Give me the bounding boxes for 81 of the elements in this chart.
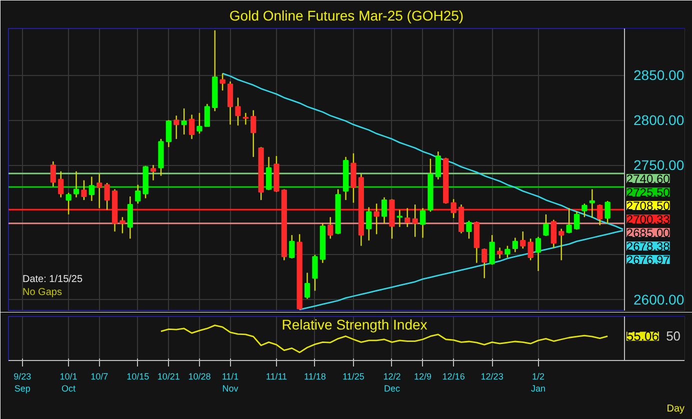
x-tick-label: 12/16 — [442, 372, 465, 382]
x-tick-label: 10/1 Oct — [60, 372, 78, 394]
candlestick — [482, 248, 488, 279]
x-tick-label: 1/2 Jan — [531, 372, 546, 394]
candlestick — [304, 272, 310, 300]
candlestick — [466, 220, 472, 240]
text: 2708.50 — [626, 199, 670, 214]
candlestick — [220, 72, 226, 92]
candlestick — [489, 234, 495, 266]
y-tick-label: 2600.00 — [634, 292, 684, 308]
candlestick — [196, 112, 202, 134]
x-tick-label: 11/25 — [342, 372, 364, 382]
candlestick — [604, 200, 610, 224]
candlestick — [381, 196, 388, 224]
candlestick — [574, 211, 580, 230]
candlestick — [558, 228, 564, 261]
candlestick — [266, 156, 272, 191]
annotation: No Gaps — [22, 286, 62, 298]
candlestick — [250, 110, 256, 158]
ref-line-label: 2700.33 — [626, 212, 670, 227]
candlestick — [88, 176, 94, 202]
x-tick-label: 10/21 — [157, 372, 180, 382]
candlestick — [528, 238, 534, 261]
candlestick — [366, 206, 372, 242]
candlestick — [582, 203, 588, 218]
candlestick — [242, 112, 248, 126]
candlestick — [435, 150, 441, 180]
chart-title: Gold Online Futures Mar-25 (GOH25) — [229, 8, 464, 24]
chart-title: Relative Strength Index — [282, 316, 428, 332]
annotation: Date: 1/15/25 — [22, 274, 83, 286]
candlestick — [420, 208, 426, 238]
candlestick — [120, 216, 126, 234]
candlestick — [535, 236, 542, 272]
candlestick — [550, 219, 556, 248]
x-tick-label: 9/23 Sep — [14, 372, 32, 394]
x-tick-label: 10/7 — [90, 372, 108, 382]
candlestick — [204, 103, 210, 127]
candlestick — [589, 188, 595, 219]
candlestick — [520, 230, 526, 250]
ref-line-label: 2725.50 — [626, 186, 670, 200]
candlestick — [396, 209, 402, 228]
data-label: 2676.97 — [626, 253, 670, 268]
candlestick — [289, 234, 295, 260]
y-tick-label: 2800.00 — [634, 112, 684, 128]
candlestick — [188, 114, 195, 140]
x-tick-label: 10/28 — [188, 372, 211, 382]
candlestick — [58, 170, 64, 198]
x-tick-label: 11/18 — [304, 372, 326, 382]
candlestick — [496, 247, 503, 260]
text: 50 — [666, 328, 681, 344]
candlestick — [312, 254, 318, 292]
candlestick — [127, 196, 133, 240]
x-tick-label: 10/15 — [126, 372, 150, 382]
candlestick — [166, 120, 172, 148]
ref-line-label: 2740.60 — [626, 172, 670, 186]
candlestick — [81, 180, 87, 201]
candlestick — [235, 97, 241, 126]
x-tick-label: 12/23 — [480, 372, 504, 382]
candlestick — [135, 184, 141, 204]
candlestick — [150, 164, 156, 181]
candlestick — [512, 237, 518, 253]
candlestick — [227, 80, 234, 126]
candlestick — [328, 216, 334, 240]
candlestick — [73, 170, 80, 198]
y-tick-label: 2850.00 — [634, 67, 684, 84]
x-tick-label: 11/1 Nov — [222, 372, 239, 394]
x-tick-label: 11/11 — [266, 372, 288, 382]
candlestick — [543, 214, 549, 237]
candlestick — [181, 108, 187, 136]
candlestick — [66, 192, 72, 216]
candlestick — [504, 245, 510, 258]
x-axis-title: Day — [666, 404, 685, 414]
candlestick — [174, 115, 180, 140]
y-tick-label: 2750.00 — [634, 157, 684, 174]
ref-line-label: 2685.00 — [626, 226, 670, 240]
x-tick-label: 12/2 Dec — [383, 372, 401, 394]
candlestick — [50, 160, 56, 188]
candlestick — [566, 208, 572, 234]
x-tick-label: 12/9 — [414, 372, 432, 382]
data-label: 2678.38 — [626, 240, 670, 254]
annotation: 55.06 — [626, 328, 659, 344]
